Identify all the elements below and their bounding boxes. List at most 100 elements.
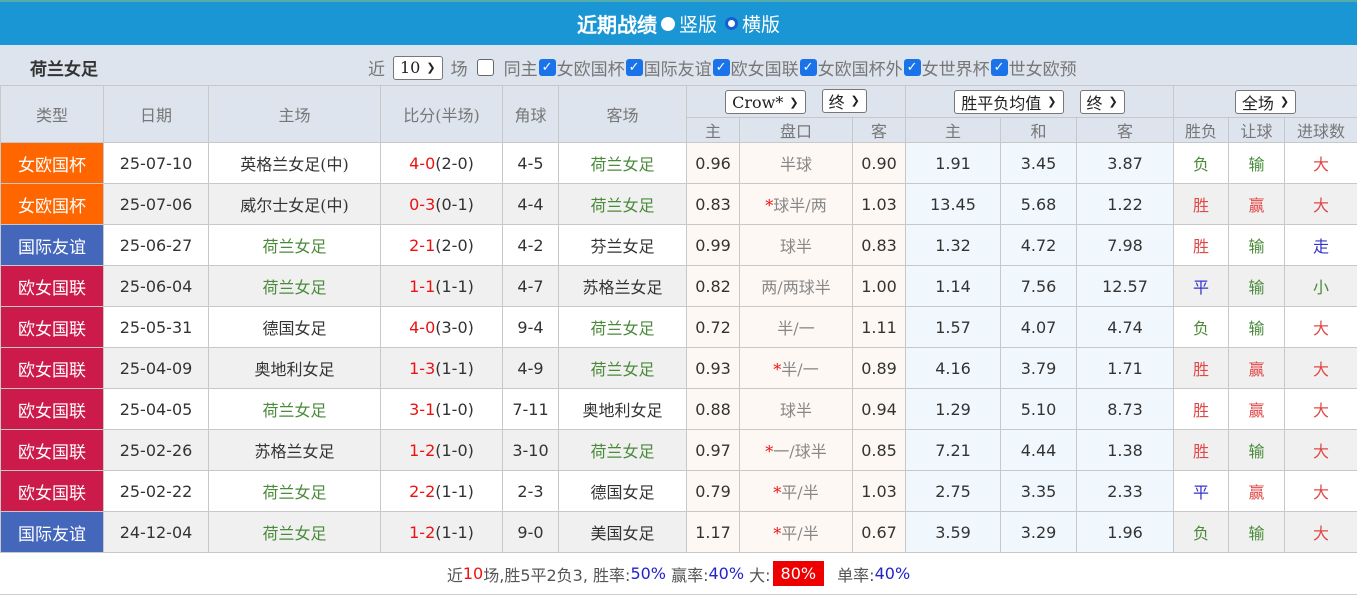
home-team[interactable]: 德国女足 [209,307,381,348]
euro-away-odds: 4.74 [1077,307,1174,348]
away-team[interactable]: 荷兰女足 [559,143,687,184]
euro-draw-value: 4.44 [1021,441,1057,460]
away-team[interactable]: 荷兰女足 [559,430,687,471]
euro-home-odds: 3.59 [906,512,1001,553]
match-goals: 大 [1285,430,1357,471]
asia-away-odds: 0.94 [853,389,906,430]
away-team[interactable]: 奥地利女足 [559,389,687,430]
col-asia-line: 盘口 [740,118,853,143]
col-euro-away: 客 [1077,118,1174,143]
full-time-score: 1-1 [409,277,435,296]
home-team[interactable]: 荷兰女足 [209,512,381,553]
radio-horizontal-label[interactable]: 横版 [742,10,780,37]
asia-home-value: 0.79 [695,482,731,501]
period-select[interactable]: 全场❯ [1235,90,1296,114]
match-date-text: 25-06-27 [120,236,193,255]
competition-checkbox[interactable]: ✓ [991,59,1008,76]
half-time-score: (1-1) [435,359,474,378]
away-team[interactable]: 芬兰女足 [559,225,687,266]
asia-company-select[interactable]: Crow*❯ [725,90,805,114]
competition-checkbox[interactable]: ✓ [713,59,730,76]
away-team[interactable]: 德国女足 [559,471,687,512]
euro-away-odds: 1.22 [1077,184,1174,225]
summary-text: 大: [744,562,770,586]
euro-type-select[interactable]: 胜平负均值❯ [954,90,1063,114]
match-handicap-text: 输 [1249,319,1265,338]
col-result: 胜负 [1174,118,1229,143]
euro-home-value: 1.32 [935,236,971,255]
euro-stage-select[interactable]: 终❯ [1080,90,1125,114]
euro-home-value: 1.91 [935,154,971,173]
euro-draw-odds: 4.72 [1001,225,1077,266]
home-team-name: 荷兰女足 [262,483,326,502]
radio-vertical-label[interactable]: 竖版 [679,10,717,37]
half-time-score: (2-0) [435,236,474,255]
euro-away-value: 2.33 [1107,482,1143,501]
match-goals: 大 [1285,471,1357,512]
home-team-name: 英格兰女足(中) [240,155,349,174]
asia-line-text: 半/一 [777,319,814,338]
col-home: 主场 [209,86,381,143]
asia-away-value: 0.89 [861,359,897,378]
asia-stage-select[interactable]: 终❯ [822,89,867,113]
chevron-down-icon: ❯ [426,61,435,74]
euro-draw-value: 3.79 [1021,359,1057,378]
asia-home-odds: 0.99 [687,225,740,266]
match-type-label: 国际友谊 [18,525,86,545]
match-result-text: 胜 [1193,360,1209,379]
match-result: 负 [1174,143,1229,184]
asia-line: *球半/两 [740,184,853,225]
home-team[interactable]: 荷兰女足 [209,471,381,512]
match-result: 负 [1174,512,1229,553]
asia-away-odds: 1.03 [853,184,906,225]
radio-vertical[interactable] [661,17,675,31]
summary-text: 近 [447,562,463,586]
competition-checkbox[interactable]: ✓ [800,59,817,76]
euro-away-odds: 1.71 [1077,348,1174,389]
home-team[interactable]: 荷兰女足 [209,266,381,307]
asia-home-value: 0.99 [695,236,731,255]
corner-score: 4-9 [503,348,559,389]
competition-checkbox[interactable]: ✓ [626,59,643,76]
away-team[interactable]: 荷兰女足 [559,307,687,348]
match-count-select[interactable]: 10❯ [393,56,443,80]
competition-checkbox[interactable]: ✓ [539,59,556,76]
match-score: 2-2(1-1) [381,471,503,512]
away-team[interactable]: 荷兰女足 [559,184,687,225]
radio-horizontal[interactable] [725,17,738,30]
corner-text: 3-10 [512,441,548,460]
asia-away-value: 1.03 [861,482,897,501]
competition-checkbox[interactable]: ✓ [904,59,921,76]
euro-home-value: 3.59 [935,523,971,542]
col-asia-away: 客 [853,118,906,143]
full-time-score: 4-0 [409,154,435,173]
home-team[interactable]: 荷兰女足 [209,225,381,266]
match-handicap: 赢 [1229,471,1285,512]
home-team[interactable]: 英格兰女足(中) [209,143,381,184]
full-time-score: 2-1 [409,236,435,255]
asia-away-odds: 1.11 [853,307,906,348]
asia-away-odds: 1.00 [853,266,906,307]
col-score: 比分(半场) [381,86,503,143]
match-date: 25-05-31 [104,307,209,348]
euro-draw-value: 3.29 [1021,523,1057,542]
away-team[interactable]: 苏格兰女足 [559,266,687,307]
match-date-text: 24-12-04 [120,523,193,542]
corner-score: 2-3 [503,471,559,512]
match-goals-text: 大 [1313,319,1329,338]
home-team[interactable]: 苏格兰女足 [209,430,381,471]
match-score: 2-1(2-0) [381,225,503,266]
away-team[interactable]: 荷兰女足 [559,348,687,389]
match-result: 胜 [1174,430,1229,471]
corner-text: 9-4 [517,318,543,337]
home-team[interactable]: 威尔士女足(中) [209,184,381,225]
match-result: 胜 [1174,389,1229,430]
match-score: 4-0(3-0) [381,307,503,348]
home-team[interactable]: 荷兰女足 [209,389,381,430]
asia-line: 两/两球半 [740,266,853,307]
summary-text: 场,胜5平2负3, 胜率: [483,562,630,586]
away-team[interactable]: 美国女足 [559,512,687,553]
home-team[interactable]: 奥地利女足 [209,348,381,389]
match-goals-text: 大 [1313,360,1329,379]
same-home-checkbox[interactable] [477,59,494,76]
